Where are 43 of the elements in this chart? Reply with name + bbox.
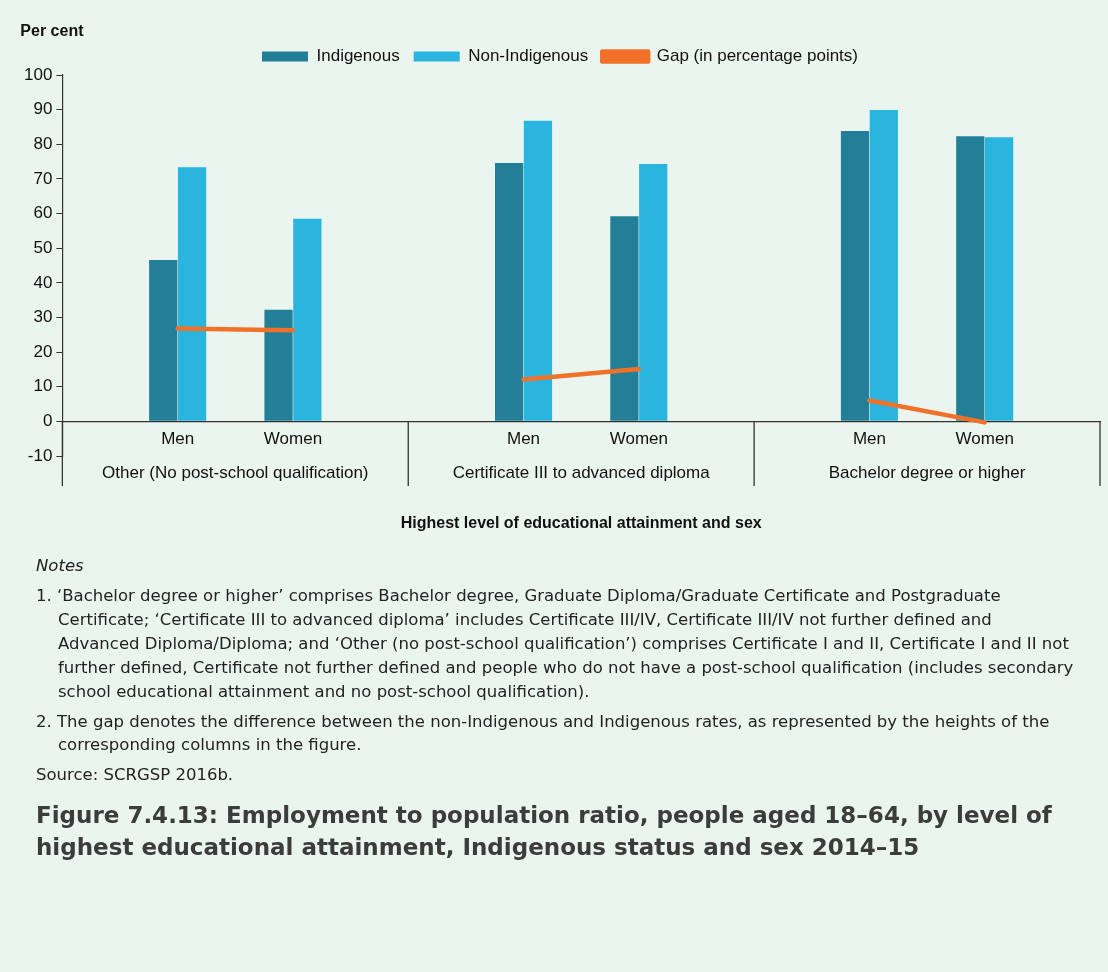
text: 1. ‘Bachelor degree or higher’ comprises Bachelor degree, Graduate Diploma/Graduate Certificate and Postgraduate Certificate; ‘Certificate III to advanced diploma’ includes Certificate III/IV, Certificate III/IV not further defined and Advanced Diploma/Diploma; and ‘Other (no post-school qualification’) comprises Certificate I and II, Certificate I and II not further defined, Certificate not further defined and people who do not have a post-school qualification (includes secondary school educational attainment and no post-school qualification). bbox=[36, 584, 1074, 703]
x-axis-title: Highest level of educational attainment and sex bbox=[400, 514, 762, 532]
bar bbox=[177, 167, 207, 421]
source-note: Source: SCRGSP 2016b. bbox=[36, 764, 235, 787]
bar bbox=[869, 109, 898, 421]
y-tick-label: 30 bbox=[33, 307, 53, 327]
legend-label: Gap (in percentage points) bbox=[656, 46, 859, 66]
x-tick-label: Men bbox=[852, 429, 886, 449]
bar bbox=[523, 120, 553, 421]
bar bbox=[639, 164, 668, 421]
text: Bachelor degree or higher bbox=[828, 462, 1026, 482]
text: 2. The gap denotes the difference between the non-Indigenous and Indigenous rates, as represented by the heights of the corresponding columns in the figure. bbox=[36, 710, 1051, 757]
y-tick-label: 70 bbox=[33, 168, 53, 188]
bar bbox=[149, 259, 178, 421]
x-tick-label: Men bbox=[507, 429, 541, 449]
bar bbox=[610, 216, 639, 421]
y-tick-label: 80 bbox=[33, 133, 53, 153]
bar bbox=[264, 309, 293, 421]
bar bbox=[840, 131, 870, 421]
text: Certificate III to advanced diploma bbox=[452, 462, 711, 482]
bar bbox=[985, 137, 1014, 421]
text: Other (No post-school qualification) bbox=[102, 462, 369, 482]
y-tick-label: 20 bbox=[33, 341, 53, 361]
text: Figure 7.4.13: Employment to population ratio, people aged 18–64, by level of highest educational attainment, Indigenous status and sex 2014–15 bbox=[35, 801, 1053, 863]
x-tick-label: Men bbox=[161, 429, 195, 449]
x-tick-label: Women bbox=[955, 429, 1014, 449]
legend-label: Indigenous bbox=[316, 46, 400, 66]
y-axis-title: Per cent bbox=[20, 22, 85, 40]
y-tick-label: 100 bbox=[23, 64, 53, 84]
y-tick-label: 10 bbox=[33, 376, 53, 396]
y-tick-label: 60 bbox=[33, 203, 53, 223]
y-tick-label: 90 bbox=[33, 99, 53, 119]
text: Notes bbox=[36, 555, 85, 577]
x-tick-label: Women bbox=[263, 429, 323, 449]
x-tick-label: Women bbox=[609, 429, 668, 449]
y-tick-label: 50 bbox=[33, 237, 53, 257]
y-tick-label: 40 bbox=[33, 272, 53, 292]
bar bbox=[293, 218, 322, 421]
legend-label: Non-Indigenous bbox=[468, 46, 589, 66]
y-tick-label: 0 bbox=[42, 411, 53, 431]
bar bbox=[495, 162, 524, 421]
y-tick-label: -10 bbox=[27, 445, 53, 465]
bar bbox=[956, 136, 985, 421]
